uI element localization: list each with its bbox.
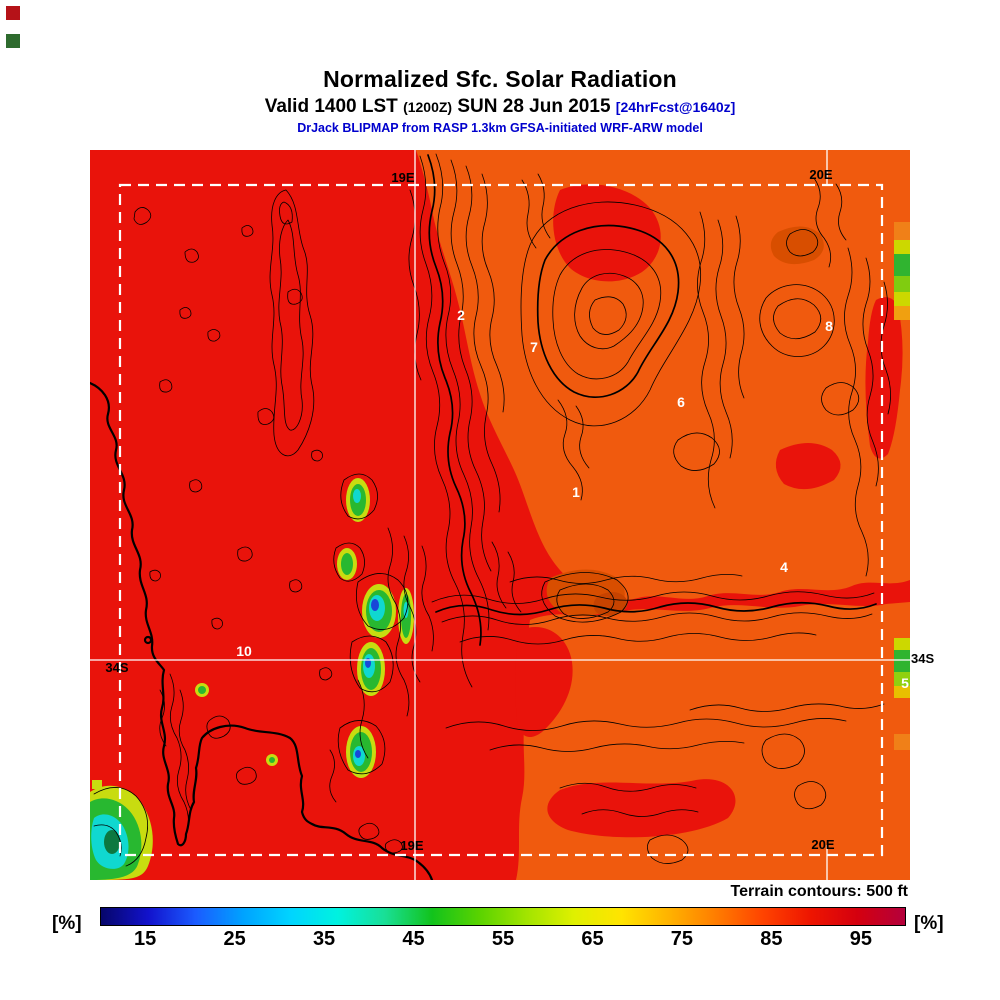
lon-label-20e-top: 20E (809, 167, 832, 182)
valid-date: SUN 28 Jun 2015 (457, 96, 611, 117)
site-label: 8 (825, 318, 833, 334)
page-title: Normalized Sfc. Solar Radiation (323, 66, 677, 92)
colorbar-tick: 65 (581, 928, 604, 950)
site-label: 7 (530, 339, 538, 355)
site-label: 4 (780, 559, 788, 575)
site-label: 6 (677, 394, 685, 410)
island (143, 635, 153, 645)
colorbar-unit-right: [%] (914, 913, 944, 934)
colorbar-tick: 15 (134, 928, 157, 950)
colorbar-tick: 55 (491, 928, 515, 950)
radiation-dark-orange-patches (546, 226, 824, 616)
valid-time-line: Valid 1400 LST (1200Z) SUN 28 Jun 2015 [… (0, 96, 1000, 118)
coastline (90, 381, 434, 880)
orange-region-southeast (516, 602, 910, 880)
lon-label-19e-bottom: 19E (400, 838, 423, 853)
lon-label-20e-bottom: 20E (811, 837, 834, 852)
colorbar-tick: 25 (223, 928, 246, 950)
lat-label-34s-left: 34S (105, 660, 128, 675)
forecast-cycle: [24hrFcst@1640z] (615, 99, 736, 115)
map-right-edge-strip (894, 222, 910, 750)
terrain-contours-note: Terrain contours: 500 ft (730, 883, 908, 900)
site-labels: 2 7 8 6 1 4 10 5 (236, 307, 909, 691)
radiation-red-patches (515, 184, 903, 838)
valid-prefix: Valid 1400 LST (264, 96, 398, 117)
colorbar-unit-left: [%] (52, 913, 82, 934)
model-domain-dashed-border (118, 183, 884, 857)
lon-label-19e-top: 19E (391, 170, 414, 185)
lat-label-34s-right: 34S (911, 651, 935, 666)
model-attribution: DrJack BLIPMAP from RASP 1.3km GFSA-init… (297, 121, 703, 135)
map-canvas: 19E 20E 19E 20E 34S 2 7 8 6 1 4 10 5 (90, 150, 910, 880)
site-label: 1 (572, 484, 580, 500)
site-label: 5 (901, 675, 909, 691)
site-label: 2 (457, 307, 465, 323)
valid-zulu: (1200Z) (403, 99, 453, 115)
corner-mark-red (6, 6, 20, 20)
cloud-shading-blobs (90, 222, 910, 880)
corner-mark-green (6, 34, 20, 48)
colorbar-tick: 45 (402, 928, 425, 950)
colorbar-tick: 75 (670, 928, 694, 950)
site-label: 10 (236, 643, 252, 659)
latlon-grid (90, 150, 910, 880)
colorbar-tick: 95 (849, 928, 872, 950)
colorbar-ticks: 15 25 35 45 55 65 75 85 95 (100, 928, 906, 954)
grid-labels: 19E 20E 19E 20E 34S (105, 167, 834, 853)
colorbar-tick: 85 (760, 928, 783, 950)
colorbar-tick: 35 (312, 928, 336, 950)
terrain-contours-index (427, 154, 877, 646)
terrain-contours-thin (93, 153, 891, 867)
colorbar-gradient (100, 907, 906, 926)
coastline-path (90, 381, 434, 880)
header: Normalized Sfc. Solar Radiation Valid 14… (0, 66, 1000, 135)
